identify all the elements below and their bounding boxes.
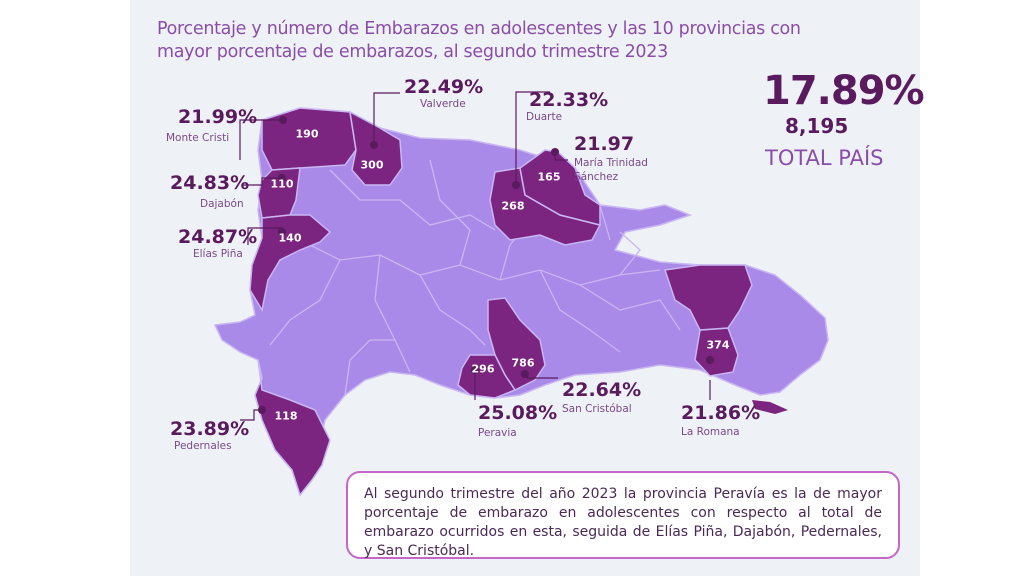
name-pedernales: Pedernales [174, 440, 232, 452]
percent-pedernales: 23.89% [170, 418, 250, 440]
count-san-cristobal: 786 [511, 356, 535, 370]
percent-monte-cristi: 21.99% [178, 106, 258, 128]
percent-duarte: 22.33% [529, 89, 609, 111]
province-la-altagracia-highlight [664, 264, 753, 331]
summary-note-text: Al segundo trimestre del año 2023 la pro… [364, 486, 882, 559]
province-pedernales [254, 359, 331, 497]
count-monte-cristi: 190 [295, 127, 319, 141]
name-maria-trinidad-line1: María Trinidad [574, 157, 648, 169]
name-valverde: Valverde [420, 98, 466, 110]
province-borders [269, 159, 681, 396]
summary-note-box: Al segundo trimestre del año 2023 la pro… [346, 471, 900, 559]
total-percent: 17.89% [763, 68, 925, 114]
province-elias-pina [249, 214, 332, 313]
count-dajabon: 110 [270, 177, 294, 191]
page-title: Porcentaje y número de Embarazos en adol… [157, 19, 801, 62]
count-pedernales: 118 [274, 409, 298, 423]
total-count: 8,195 [785, 114, 849, 138]
percent-dajabon: 24.83% [170, 172, 250, 194]
percent-san-cristobal: 22.64% [562, 379, 642, 401]
province-san-cristobal [487, 297, 546, 391]
total-label: TOTAL PAÍS [765, 146, 884, 170]
province-monte-cristi [261, 107, 357, 171]
name-peravia: Peravia [478, 427, 517, 439]
leader-lines [239, 91, 711, 421]
percent-la-romana: 21.86% [681, 402, 761, 424]
percent-valverde: 22.49% [404, 76, 484, 98]
name-dajabon: Dajabón [200, 198, 244, 210]
count-peravia: 296 [471, 362, 495, 376]
percent-peravia: 25.08% [478, 402, 558, 424]
name-elias-pina: Elías Piña [193, 248, 243, 260]
count-maria-trinidad-sanchez: 165 [537, 170, 561, 184]
count-elias-pina: 140 [278, 231, 302, 245]
count-la-romana: 374 [706, 338, 730, 352]
name-monte-cristi: Monte Cristi [166, 132, 230, 144]
name-maria-trinidad-line2: Sánchez [574, 171, 619, 183]
name-la-romana: La Romana [681, 426, 740, 438]
leader-dots [258, 116, 714, 414]
province-peravia [457, 354, 517, 399]
country-outline [213, 107, 829, 497]
saona-island [752, 400, 788, 414]
count-duarte: 268 [501, 199, 525, 213]
name-duarte: Duarte [526, 111, 563, 123]
name-san-cristobal: San Cristóbal [562, 403, 632, 415]
percent-maria-trinidad-sanchez: 21.97 [574, 133, 635, 155]
count-valverde: 300 [360, 158, 384, 172]
province-valverde [349, 110, 403, 186]
percent-elias-pina: 24.87% [178, 226, 258, 248]
